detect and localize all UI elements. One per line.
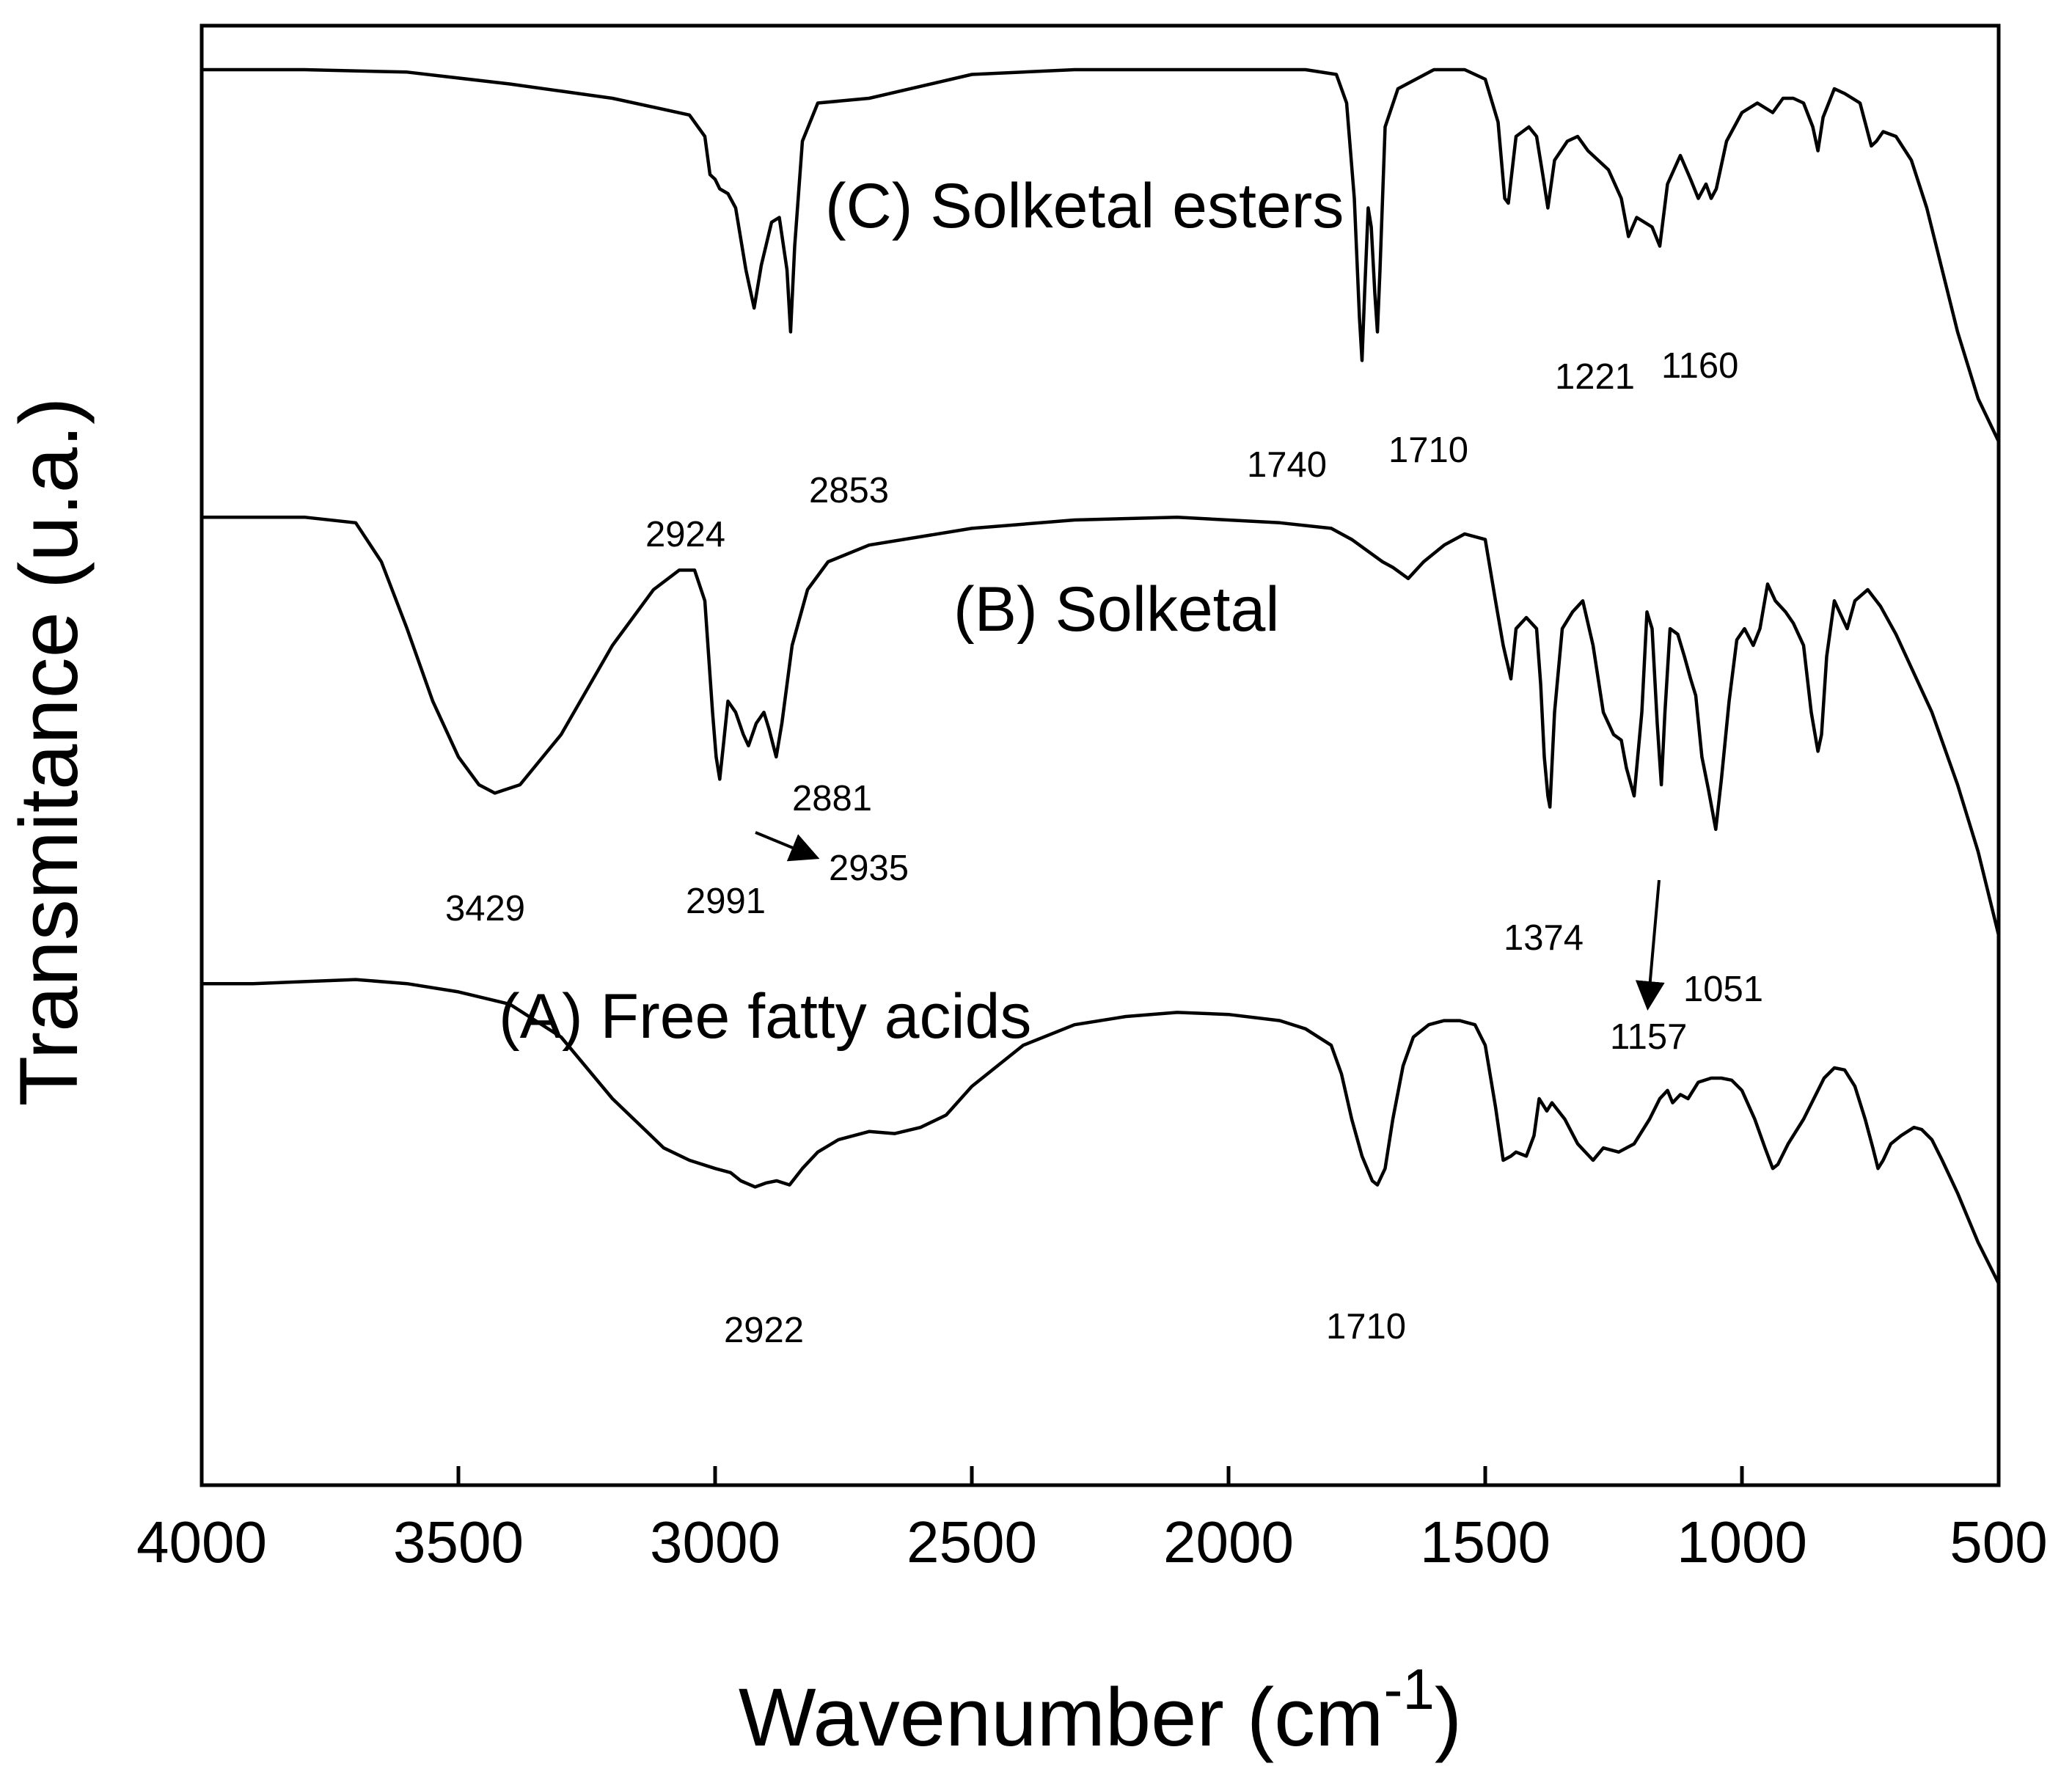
x-axis-title-superscript: -1 bbox=[1383, 1657, 1434, 1721]
arrow-1157 bbox=[1635, 879, 1665, 1011]
y-axis-title: Transmitance (u.a.) bbox=[3, 398, 95, 1107]
peak-label-c-2924: 2924 bbox=[645, 515, 725, 554]
x-tick-label-3000: 3000 bbox=[650, 1509, 780, 1575]
x-tick-label-500: 500 bbox=[1950, 1509, 2047, 1575]
arrow-2935 bbox=[755, 831, 820, 862]
series-label-a: (A) Free fatty acids bbox=[499, 981, 1031, 1052]
x-tick-label-3500: 3500 bbox=[393, 1509, 524, 1575]
spectrum-line-a bbox=[199, 978, 2001, 1286]
x-tick-label-1500: 1500 bbox=[1420, 1509, 1551, 1575]
peak-label-b-2881: 2881 bbox=[792, 779, 872, 818]
peak-label-c-1710: 1710 bbox=[1388, 431, 1468, 470]
series-label-b: (B) Solketal bbox=[953, 574, 1280, 645]
peak-label-c-1221: 1221 bbox=[1555, 357, 1635, 397]
x-tick-label-2500: 2500 bbox=[907, 1509, 1037, 1575]
x-axis-title: Wavenumber (cm-1) bbox=[739, 1657, 1462, 1763]
x-tick-label-1000: 1000 bbox=[1677, 1509, 1807, 1575]
x-tick-label-2000: 2000 bbox=[1163, 1509, 1294, 1575]
peak-label-c-1740: 1740 bbox=[1247, 445, 1327, 485]
peak-label-c-1160: 1160 bbox=[1661, 346, 1738, 386]
peak-label-a-1710: 1710 bbox=[1326, 1307, 1406, 1347]
x-axis-title-close: ) bbox=[1435, 1671, 1462, 1763]
peak-label-a-2922: 2922 bbox=[724, 1311, 804, 1350]
x-tick-label-4000: 4000 bbox=[136, 1509, 267, 1575]
series-label-c: (C) Solketal esters bbox=[825, 171, 1344, 241]
peak-label-b-3429: 3429 bbox=[445, 889, 525, 929]
x-axis: 4000 3500 3000 2500 2000 1500 1000 500 bbox=[136, 1466, 2048, 1575]
spectrum-line-b bbox=[199, 515, 2001, 937]
peak-label-b-1051: 1051 bbox=[1683, 970, 1763, 1009]
plot-frame bbox=[199, 23, 2001, 1487]
spectrum-line-c bbox=[199, 67, 2001, 444]
peak-label-b-2935: 2935 bbox=[829, 849, 909, 888]
spectra bbox=[199, 67, 2001, 1286]
peak-label-c-2853: 2853 bbox=[809, 471, 889, 510]
peak-label-b-1374: 1374 bbox=[1504, 918, 1584, 958]
peak-label-b-2991: 2991 bbox=[686, 882, 766, 921]
peak-label-b-1157: 1157 bbox=[1610, 1017, 1687, 1057]
